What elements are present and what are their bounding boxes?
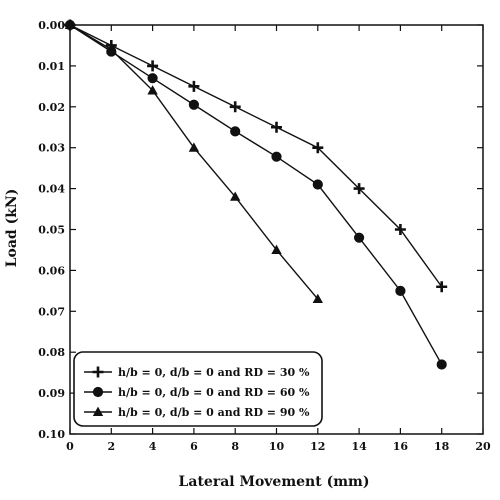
legend-marker	[92, 366, 104, 378]
data-point	[354, 232, 365, 243]
data-point	[188, 142, 200, 152]
series-line	[69, 24, 443, 365]
y-tick-label: 0.04	[38, 183, 65, 196]
x-axis-label: Lateral Movement (mm)	[179, 474, 370, 490]
y-tick-label: 0.09	[38, 387, 65, 400]
x-tick-label: 4	[149, 440, 157, 453]
data-point	[230, 126, 241, 137]
data-point	[188, 99, 199, 110]
x-tick-label: 2	[107, 440, 115, 453]
y-tick-label: 0.05	[38, 224, 65, 237]
x-tick-label: 16	[393, 440, 409, 453]
y-tick-label: 0.02	[38, 101, 65, 114]
legend-box	[73, 351, 323, 427]
data-point	[147, 85, 158, 95]
data-point	[312, 293, 323, 304]
legend-label: h/b = 0, d/b = 0 and RD = 30 %	[118, 366, 310, 379]
data-point	[147, 73, 158, 84]
data-point	[271, 151, 282, 162]
y-tick-label: 0.03	[38, 142, 65, 155]
data-point	[106, 44, 117, 54]
legend-entry: h/b = 0, d/b = 0 and RD = 90 %	[84, 406, 310, 419]
legend-label: h/b = 0, d/b = 0 and RD = 60 %	[118, 386, 310, 399]
y-tick-label: 0.00	[38, 19, 65, 32]
data-point	[271, 244, 282, 254]
data-point	[436, 281, 448, 293]
x-tick-label: 18	[434, 440, 450, 453]
data-point	[395, 285, 406, 296]
data-point	[312, 142, 324, 154]
x-tick-label: 10	[269, 440, 285, 453]
data-point	[230, 191, 241, 201]
data-point	[436, 359, 447, 370]
y-tick-label: 0.08	[38, 346, 65, 359]
x-tick-label: 20	[475, 440, 491, 453]
y-tick-label: 0.01	[38, 60, 65, 73]
series-3	[64, 19, 323, 304]
plot-area: 0 2 4 6 8 10 12 14 16 18 20 0.00 0.01 0.02 0.03 0.04 0.0…	[38, 19, 491, 453]
y-tick-label: 0.06	[38, 264, 65, 277]
data-point	[147, 60, 159, 72]
data-point	[394, 224, 406, 235]
y-tick-label: 0.10	[38, 428, 65, 441]
legend-marker	[92, 386, 104, 398]
x-tick-label: 0	[66, 440, 74, 453]
data-point	[271, 121, 282, 133]
legend: h/b = 0, d/b = 0 and RD = 30 % h/b = 0, d…	[73, 351, 323, 427]
x-tick-label: 14	[351, 440, 367, 453]
data-point	[229, 101, 241, 113]
data-point	[188, 80, 200, 92]
legend-entry: h/b = 0, d/b = 0 and RD = 60 %	[84, 386, 310, 399]
x-tick-label: 6	[190, 440, 198, 453]
series-line	[69, 24, 319, 300]
series-line	[69, 24, 443, 288]
series-2	[64, 19, 447, 370]
y-axis-label: Load (kN)	[4, 189, 20, 268]
legend-entry: h/b = 0, d/b = 0 and RD = 30 %	[84, 366, 310, 379]
legend-label: h/b = 0, d/b = 0 and RD = 90 %	[118, 406, 310, 419]
y-tick-label: 0.07	[38, 305, 65, 318]
x-tick-label: 8	[231, 440, 239, 453]
data-point	[64, 19, 76, 29]
legend-marker	[92, 406, 104, 416]
data-point	[353, 183, 365, 195]
data-point	[312, 179, 323, 190]
x-tick-label: 12	[310, 440, 325, 453]
